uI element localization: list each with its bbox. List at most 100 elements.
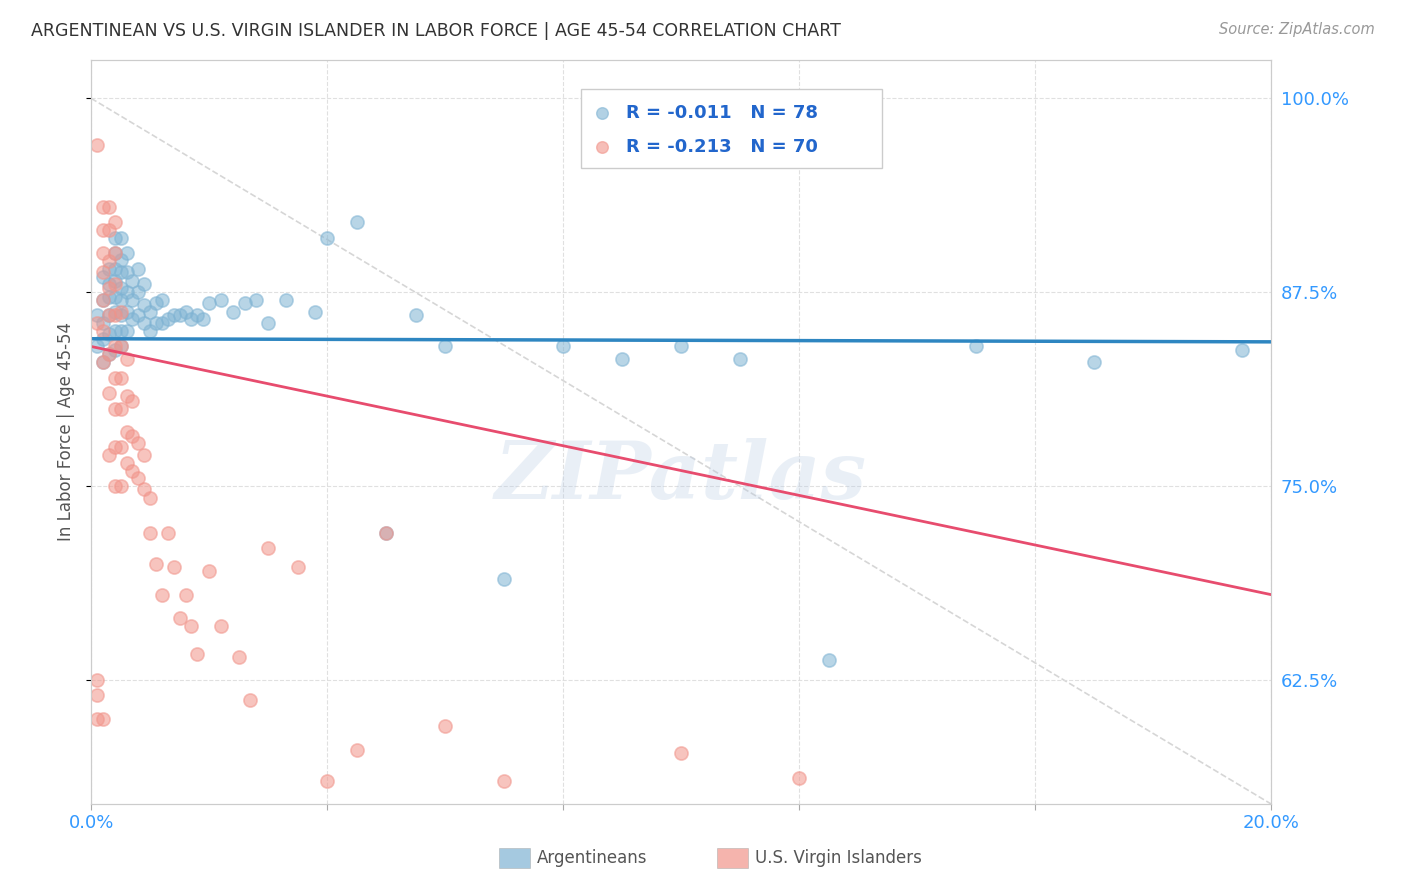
Point — [104, 440, 127, 454]
Point — [97, 327, 120, 342]
Point — [134, 448, 156, 462]
Point — [104, 246, 127, 260]
Point — [91, 355, 114, 369]
Point — [97, 223, 120, 237]
Point — [346, 215, 368, 229]
Point — [110, 305, 132, 319]
Point — [145, 557, 167, 571]
Point — [104, 339, 127, 353]
Point — [121, 274, 143, 288]
Point — [121, 429, 143, 443]
Point — [186, 647, 208, 661]
Point — [1083, 355, 1105, 369]
Point — [127, 262, 149, 277]
Point — [110, 324, 132, 338]
Point — [139, 491, 162, 506]
Point — [127, 435, 149, 450]
Point — [104, 277, 127, 292]
Point — [110, 265, 132, 279]
Point — [86, 689, 108, 703]
Point — [965, 339, 987, 353]
Point — [97, 448, 120, 462]
Point — [91, 269, 114, 284]
Point — [174, 588, 197, 602]
Point — [304, 305, 326, 319]
Point — [127, 471, 149, 485]
Point — [104, 479, 127, 493]
Point — [97, 280, 120, 294]
Point — [97, 347, 120, 361]
Point — [115, 246, 138, 260]
Point — [150, 316, 173, 330]
Point — [180, 618, 202, 632]
Point — [233, 296, 256, 310]
Point — [610, 351, 633, 366]
Point — [86, 137, 108, 152]
Point — [169, 611, 191, 625]
Point — [316, 231, 339, 245]
Point — [86, 316, 108, 330]
Point — [91, 316, 114, 330]
Point — [97, 262, 120, 277]
Point — [139, 525, 162, 540]
Point — [375, 525, 398, 540]
Point — [97, 309, 120, 323]
Point — [139, 324, 162, 338]
Point — [156, 311, 179, 326]
Point — [110, 252, 132, 267]
Point — [104, 231, 127, 245]
Point — [121, 293, 143, 307]
Point — [115, 389, 138, 403]
Point — [115, 425, 138, 439]
Point — [228, 649, 250, 664]
Text: Source: ZipAtlas.com: Source: ZipAtlas.com — [1219, 22, 1375, 37]
Point — [91, 265, 114, 279]
Point — [134, 316, 156, 330]
Point — [115, 265, 138, 279]
Point — [121, 393, 143, 408]
Text: R = -0.011   N = 78: R = -0.011 N = 78 — [626, 104, 818, 122]
Point — [110, 293, 132, 307]
Point — [115, 305, 138, 319]
Point — [121, 311, 143, 326]
Point — [121, 464, 143, 478]
Point — [494, 773, 516, 788]
Point — [156, 525, 179, 540]
Point — [110, 339, 132, 353]
Point — [91, 223, 114, 237]
Point — [91, 246, 114, 260]
Point — [163, 559, 186, 574]
Point — [86, 339, 108, 353]
Point — [198, 565, 221, 579]
Point — [1230, 343, 1253, 357]
Point — [104, 343, 127, 357]
Point — [209, 618, 232, 632]
Point — [115, 324, 138, 338]
Point — [257, 541, 280, 555]
Point — [91, 200, 114, 214]
Point — [91, 293, 114, 307]
Point — [134, 298, 156, 312]
Text: ZIPatlas: ZIPatlas — [495, 438, 868, 516]
Point — [115, 456, 138, 470]
Point — [186, 309, 208, 323]
Point — [728, 351, 751, 366]
Point — [110, 339, 132, 353]
Point — [104, 324, 127, 338]
Point — [91, 324, 114, 338]
Point — [375, 525, 398, 540]
Point — [110, 479, 132, 493]
Point — [127, 285, 149, 300]
Text: Argentineans: Argentineans — [537, 849, 648, 867]
Point — [139, 305, 162, 319]
Point — [104, 309, 127, 323]
Point — [163, 309, 186, 323]
Point — [145, 316, 167, 330]
Point — [91, 293, 114, 307]
FancyBboxPatch shape — [581, 89, 882, 168]
Point — [91, 332, 114, 346]
Text: U.S. Virgin Islanders: U.S. Virgin Islanders — [755, 849, 922, 867]
Y-axis label: In Labor Force | Age 45-54: In Labor Force | Age 45-54 — [58, 322, 75, 541]
Point — [97, 254, 120, 268]
Point — [274, 293, 297, 307]
